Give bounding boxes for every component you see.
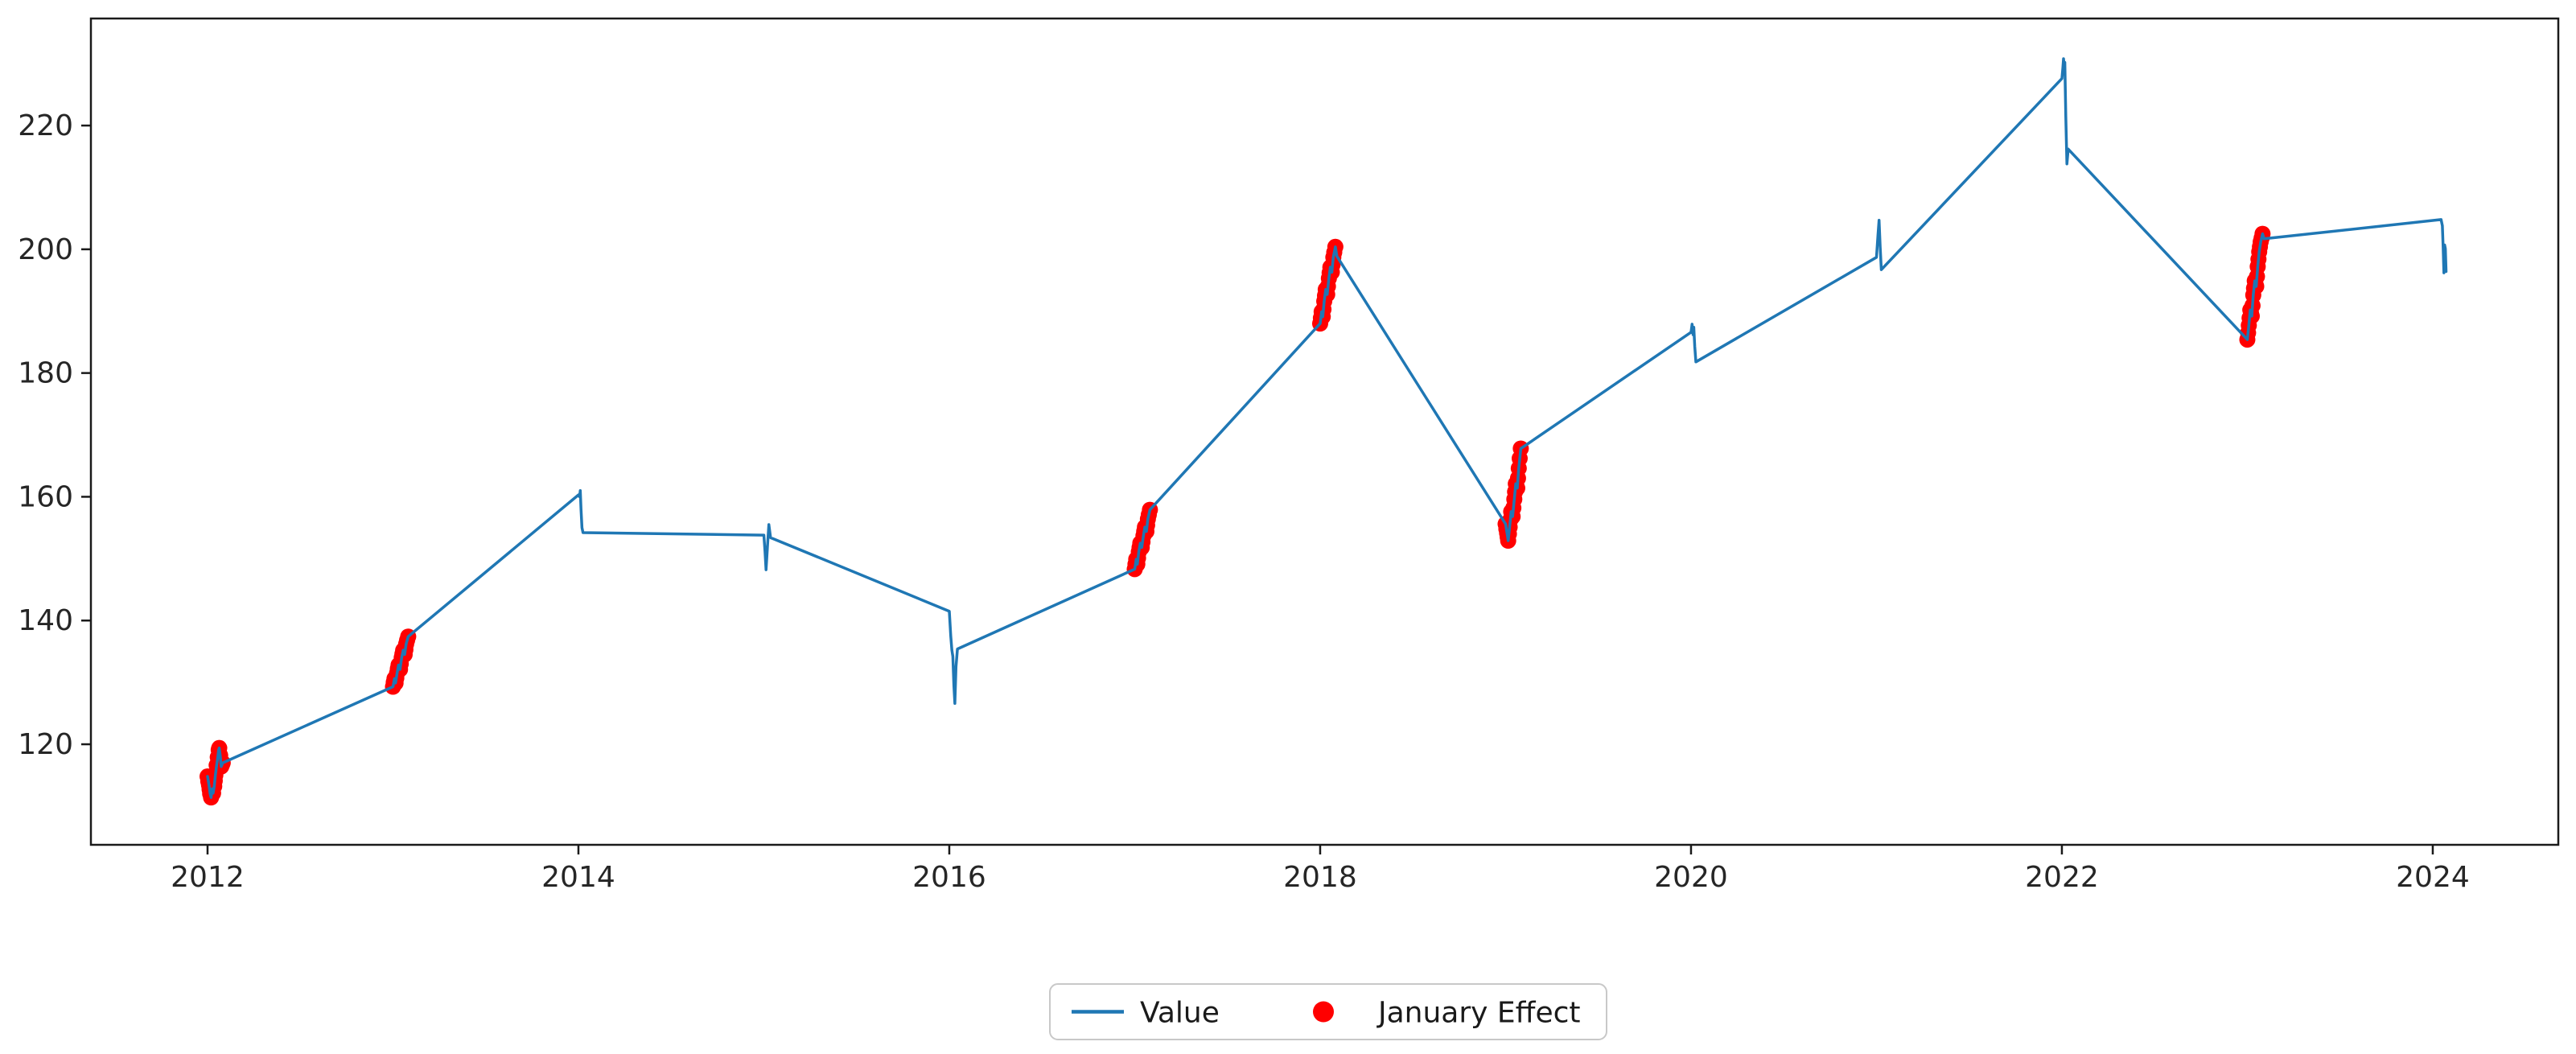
y-tick-label: 220 bbox=[18, 109, 73, 142]
legend-label-value: Value bbox=[1140, 997, 1220, 1030]
legend-label-january-effect: January Effect bbox=[1376, 997, 1581, 1030]
x-tick-label: 2018 bbox=[1283, 861, 1357, 894]
x-tick-label: 2024 bbox=[2396, 861, 2470, 894]
x-tick-label: 2020 bbox=[1654, 861, 1728, 894]
x-tick-label: 2012 bbox=[171, 861, 245, 894]
axes-spines bbox=[89, 17, 2560, 846]
x-tick-label: 2014 bbox=[541, 861, 615, 894]
y-tick-label: 160 bbox=[18, 480, 73, 513]
legend-dot-swatch bbox=[1313, 1001, 1334, 1023]
x-tick-label: 2022 bbox=[2025, 861, 2099, 894]
y-tick-label: 200 bbox=[18, 233, 73, 266]
y-tick-label: 140 bbox=[18, 604, 73, 637]
y-tick-label: 180 bbox=[18, 357, 73, 390]
value-line bbox=[206, 57, 2448, 799]
x-tick-label: 2016 bbox=[912, 861, 986, 894]
y-tick-label: 120 bbox=[18, 728, 73, 761]
